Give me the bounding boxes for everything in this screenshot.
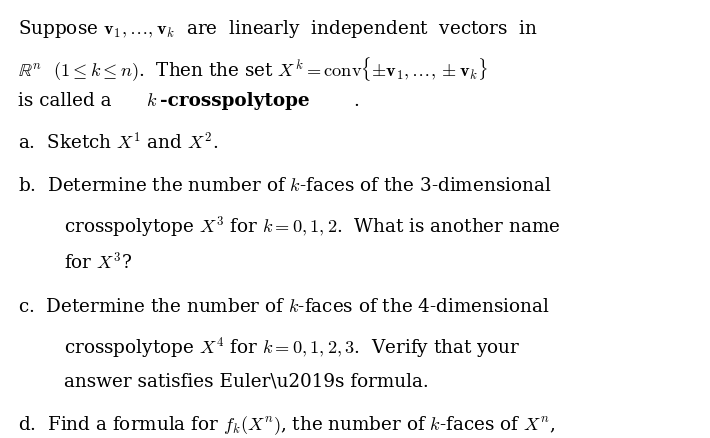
- Text: $\mathbb{R}^n$  $(1 \leq k \leq n)$.  Then the set $X^k = \mathrm{conv}\{\pm\mat: $\mathbb{R}^n$ $(1 \leq k \leq n)$. Then…: [18, 55, 488, 83]
- Text: Suppose $\mathbf{v}_1,\ldots,\mathbf{v}_k$  are  linearly  independent  vectors : Suppose $\mathbf{v}_1,\ldots,\mathbf{v}_…: [18, 18, 537, 39]
- Text: crosspolytope $X^3$ for $k = 0,1,2$.  What is another name: crosspolytope $X^3$ for $k = 0,1,2$. Wha…: [64, 215, 560, 239]
- Text: answer satisfies Euler\u2019s formula.: answer satisfies Euler\u2019s formula.: [64, 372, 429, 390]
- Text: -crosspolytope: -crosspolytope: [160, 92, 310, 110]
- Text: c.  Determine the number of $k$-faces of the 4-dimensional: c. Determine the number of $k$-faces of …: [18, 298, 550, 316]
- Text: for $X^3$?: for $X^3$?: [64, 252, 132, 272]
- Text: $k$: $k$: [146, 92, 157, 110]
- Text: a.  Sketch $X^1$ and $X^2$.: a. Sketch $X^1$ and $X^2$.: [18, 131, 218, 152]
- Text: .: .: [354, 92, 359, 110]
- Text: is called a: is called a: [18, 92, 117, 110]
- Text: b.  Determine the number of $k$-faces of the 3-dimensional: b. Determine the number of $k$-faces of …: [18, 177, 551, 195]
- Text: d.  Find a formula for $f_k(X^n)$, the number of $k$-faces of $X^n$,: d. Find a formula for $f_k(X^n)$, the nu…: [18, 414, 555, 437]
- Text: crosspolytope $X^4$ for $k = 0,1,2,3$.  Verify that your: crosspolytope $X^4$ for $k = 0,1,2,3$. V…: [64, 335, 520, 360]
